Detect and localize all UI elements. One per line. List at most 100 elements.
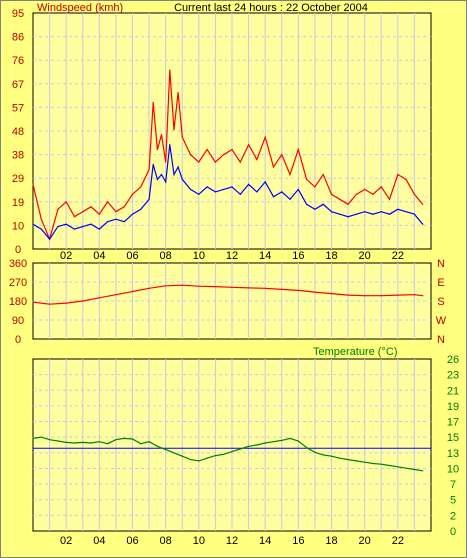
wind-x-tick-label: 10 [193,250,205,262]
wind-gust-series-point [397,173,399,176]
wind-direction-series-point [198,285,200,287]
wind-gust-series-point [422,203,424,205]
wind-direction-series-point [380,295,382,297]
wind-average-series-point [380,211,382,213]
temperature-series-point [173,452,175,454]
wind-average-series-point [181,178,183,181]
wind-gust-series-point [181,136,183,138]
direction-y-tick-label: 270 [9,277,27,289]
wind-gust-series-point [140,186,142,188]
wind-direction-series-point [297,289,299,292]
temperature-reference-line-point [32,447,34,449]
wind-average-series-point [397,208,399,210]
wind-average-series-point [372,213,374,215]
direction-compass-label: N [437,258,445,270]
wind-gust-series-point [380,186,382,188]
wind-y-tick-label: 10 [12,220,24,232]
wind-gust-series-point [107,201,109,203]
wind-x-tick-label: 08 [160,250,172,262]
wind-y-tick-label: 67 [12,79,24,91]
wind-average-series-point [306,203,308,205]
wind-average-series-point [152,163,154,166]
temperature-series-point [214,454,217,457]
wind-gust-series-point [289,173,291,176]
direction-compass-label: S [437,296,444,308]
temperature-series-point [65,441,67,443]
wind-gust-series-point [214,161,217,163]
temperature-series-point [289,437,291,439]
wind-direction-series-point [32,301,34,303]
wind-direction-series-point [231,286,233,288]
wind-gust-series-point [281,154,283,156]
wind-gust-series-point [297,149,299,151]
wind-gust-series-point [98,213,100,215]
temperature-series-point [32,437,34,439]
wind-average-series-point [65,223,67,225]
wind-y-tick-label: 19 [12,197,24,209]
wind-average-series-point [73,228,76,230]
temperature-series-point [372,462,374,465]
wind-gust-series-point [160,134,163,136]
wind-gust-series-point [231,149,233,151]
wind-average-series-point [272,196,275,198]
wind-gust-series-point [306,178,308,181]
wind-average-series-point [32,223,34,225]
wind-gust-series-point [405,178,407,181]
wind-average-series-point [388,213,391,215]
temperature-series-point [223,453,225,455]
temperature-x-tick-label: 10 [193,535,205,547]
direction-y-tick-label: 180 [9,296,27,308]
temperature-series-point [306,447,308,449]
wind-direction-series-point [330,293,333,295]
temperature-series-point [231,451,233,453]
temperature-y-tick-label: 15 [447,432,459,444]
wind-average-series-point [322,203,324,205]
temperature-series-point [181,455,183,457]
wind-gust-series-point [173,129,175,131]
temperature-series-point [330,455,333,457]
wind-direction-series-point [131,290,134,293]
wind-average-series-point [107,221,109,223]
temperature-series-point [57,440,59,442]
temperature-series-point [355,460,357,462]
wind-x-tick-label: 02 [60,250,72,262]
wind-gust-series-point [198,161,200,163]
temperature-y-tick-label: 7 [450,479,456,491]
wind-gust-series-point [330,193,333,195]
temperature-y-tick-label: 5 [450,495,456,507]
direction-y-tick-label: 0 [15,334,21,346]
wind-y-tick-label: 48 [12,126,24,138]
temperature-y-tick-label: 19 [447,401,459,413]
temperature-series-point [140,443,142,445]
wind-average-series [32,144,424,241]
wind-gust-series-point [355,193,357,195]
temperature-x-tick-label: 20 [359,535,371,547]
wind-average-series-point [57,226,59,228]
wind-y-tick-label: 76 [12,55,24,67]
temperature-series-point [73,442,76,444]
wind-direction-series-point [48,303,51,305]
temperature-y-tick-label: 17 [447,417,459,429]
temperature-series-point [297,440,299,442]
wind-x-tick-label: 18 [325,250,337,262]
wind-average-series-point [247,183,250,186]
wind-direction-series-point [422,295,424,297]
direction-y-tick-label: 90 [12,315,24,327]
temperature-series-point [339,457,341,459]
wind-gust-series-point [388,198,391,200]
temperature-x-tick-label: 12 [226,535,238,547]
temperature-series-point [264,442,266,444]
wind-average-series-point [347,216,349,218]
temperature-y-tick-label: 21 [447,385,459,397]
wind-average-series-point [330,211,333,213]
temperature-series-point [123,437,125,439]
wind-average-series-point [206,186,208,188]
temperature-series-point [281,439,283,441]
temperature-series [32,436,423,472]
wind-average-series-point [48,238,51,240]
temperature-series-point [364,461,366,463]
wind-gust-series-point [169,69,171,71]
wind-direction-series-point [413,294,416,296]
temperature-chart-title: Temperature (°C) [313,346,397,358]
